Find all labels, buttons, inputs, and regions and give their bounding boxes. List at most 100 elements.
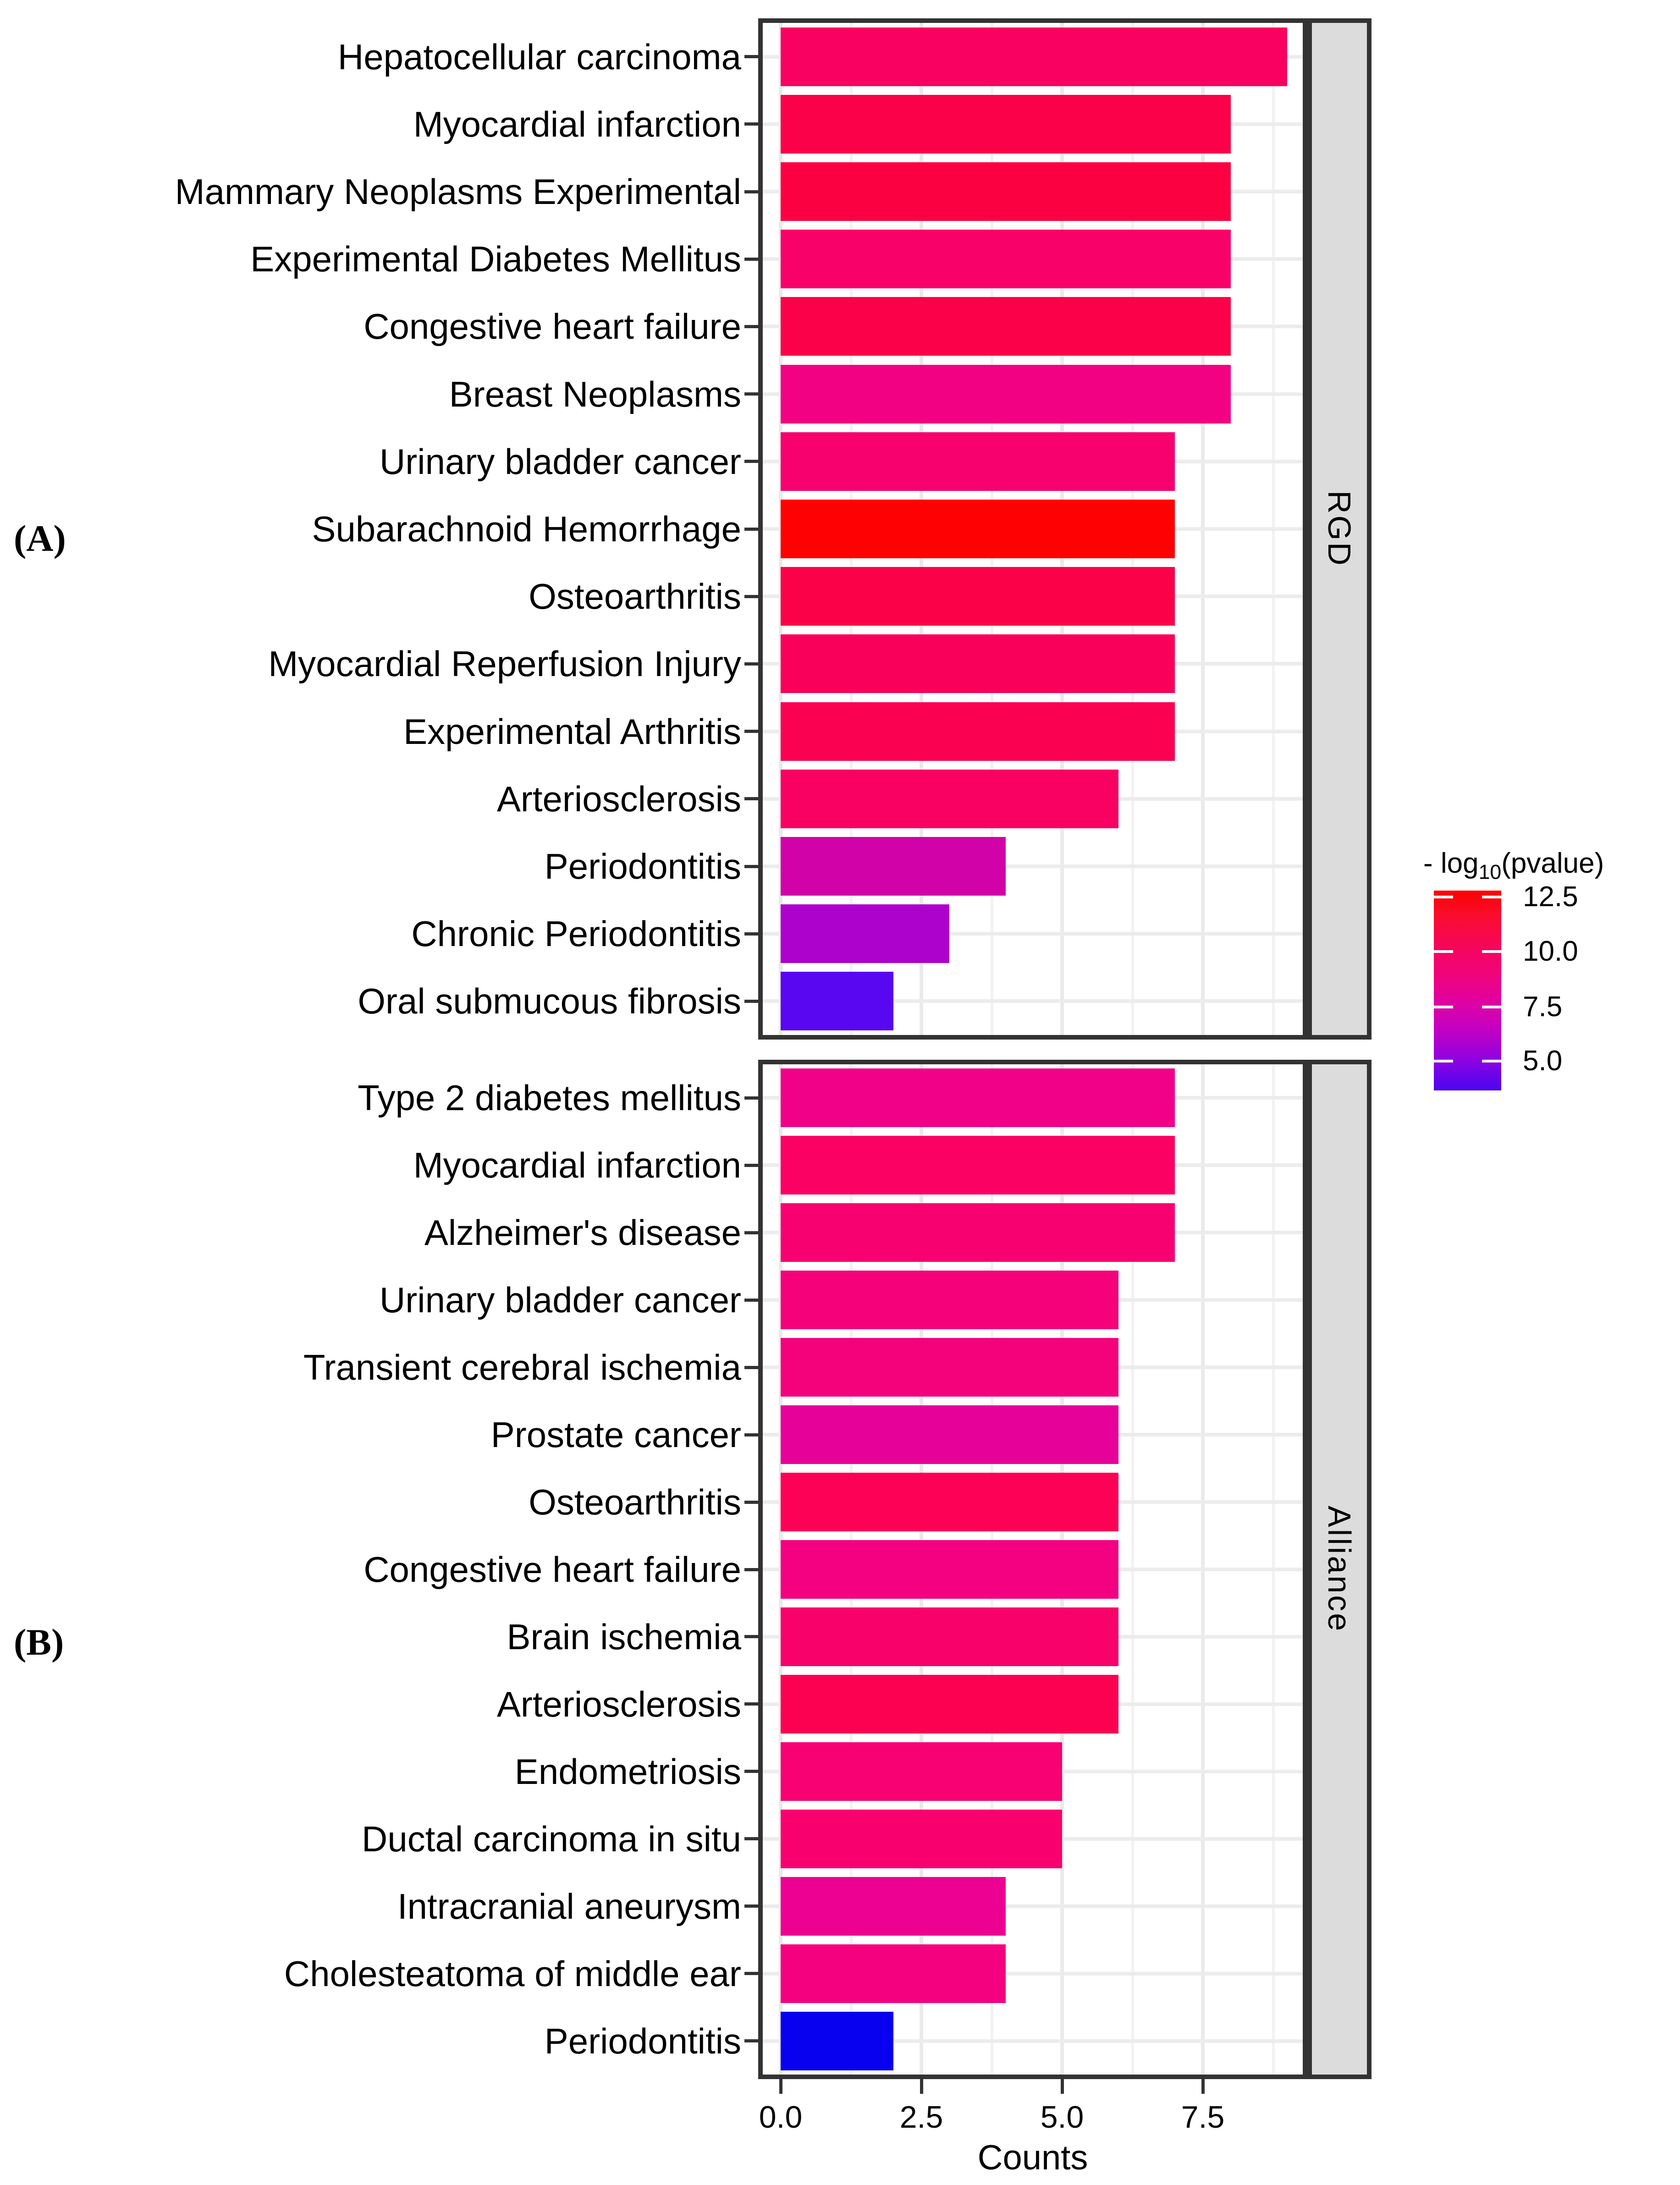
y-axis-tick <box>744 1972 758 1976</box>
panel-a-tag: (A) <box>14 517 66 559</box>
legend-tick-label: 7.5 <box>1523 991 1563 1023</box>
x-axis-tick-label: 0.0 <box>759 2100 803 2135</box>
legend-tick-right <box>1482 1059 1501 1062</box>
bar <box>781 972 893 1031</box>
y-axis-label: Cholesteatoma of middle ear <box>284 1953 741 1994</box>
y-axis-label: Experimental Arthritis <box>403 711 741 752</box>
row-gridline <box>763 2039 1303 2043</box>
legend-colorbar <box>1434 891 1501 1090</box>
y-axis-tick <box>744 1635 758 1639</box>
y-axis-label: Myocardial infarction <box>413 1145 741 1186</box>
y-axis-label: Congestive heart failure <box>364 1549 741 1590</box>
y-axis-label: Periodontitis <box>544 846 741 886</box>
y-axis-label: Prostate cancer <box>490 1414 741 1455</box>
y-axis-tick <box>744 999 758 1003</box>
y-axis-tick <box>744 1837 758 1841</box>
y-axis-tick <box>744 527 758 531</box>
y-axis-label: Chronic Periodontitis <box>411 914 741 954</box>
y-axis-label: Congestive heart failure <box>364 306 741 347</box>
legend-title-prefix: - log <box>1423 848 1479 879</box>
y-axis-tick <box>744 460 758 463</box>
y-axis-tick <box>744 1096 758 1100</box>
bar <box>781 904 950 963</box>
bar <box>781 500 1175 558</box>
bar <box>781 1405 1118 1464</box>
bar <box>781 1809 1062 1868</box>
x-axis-title: Counts <box>977 2138 1088 2177</box>
bar <box>781 1338 1118 1397</box>
y-axis-tick <box>744 2039 758 2043</box>
y-axis-label: Osteoarthritis <box>529 1482 741 1523</box>
y-axis-label: Subarachnoid Hemorrhage <box>312 509 741 549</box>
legend-title: - log10(pvalue) <box>1423 847 1680 884</box>
x-axis-tick <box>920 2079 923 2094</box>
row-gridline <box>763 864 1303 868</box>
bar <box>781 1540 1118 1599</box>
bar <box>781 702 1175 761</box>
y-axis-label: Periodontitis <box>544 2020 741 2061</box>
y-axis-tick <box>744 122 758 126</box>
legend-tick-label: 5.0 <box>1523 1045 1563 1077</box>
bar <box>781 162 1231 221</box>
y-axis-label: Arteriosclerosis <box>496 778 741 819</box>
x-axis-tick <box>779 2079 782 2094</box>
bar <box>781 1203 1175 1262</box>
x-axis-tick <box>1201 2079 1205 2094</box>
bar <box>781 769 1118 828</box>
row-gridline <box>763 999 1303 1003</box>
row-gridline <box>763 932 1303 936</box>
bar <box>781 567 1175 626</box>
legend-tick-left <box>1434 1006 1453 1009</box>
y-axis-label: Myocardial infarction <box>413 104 741 144</box>
row-gridline <box>763 1904 1303 1908</box>
y-axis-tick <box>744 932 758 936</box>
bar <box>781 94 1231 154</box>
y-axis-label: Hepatocellular carcinoma <box>337 36 741 77</box>
y-axis-label: Oral submucous fibrosis <box>358 981 741 1022</box>
x-axis-tick-label: 5.0 <box>1040 2100 1084 2135</box>
panel-b-plot-area <box>758 1060 1307 2079</box>
bar <box>781 837 1006 896</box>
y-axis-label: Brain ischemia <box>507 1616 741 1657</box>
y-axis-tick <box>744 1770 758 1773</box>
bar <box>781 1944 1006 2003</box>
y-axis-label: Osteoarthritis <box>529 576 741 617</box>
y-axis-tick <box>744 1702 758 1706</box>
x-axis-tick <box>1061 2079 1064 2094</box>
legend-tick-left <box>1434 950 1453 953</box>
panel-a-strip: RGD <box>1307 18 1372 1040</box>
bar <box>781 1607 1118 1666</box>
panel-a-strip-label: RGD <box>1322 490 1357 567</box>
y-axis-label: Intracranial aneurysm <box>397 1886 741 1926</box>
y-axis-label: Ductal carcinoma in situ <box>362 1818 741 1859</box>
y-axis-tick <box>744 1365 758 1369</box>
panel-b-tag: (B) <box>14 1621 64 1663</box>
y-axis-label: Myocardial Reperfusion Injury <box>268 644 741 684</box>
bar <box>781 1068 1175 1128</box>
legend-tick-label: 10.0 <box>1523 935 1578 967</box>
legend-tick-right <box>1482 1006 1501 1009</box>
bar <box>781 432 1175 491</box>
y-axis-tick <box>744 1433 758 1436</box>
legend-title-subscript: 10 <box>1478 861 1502 884</box>
y-axis-tick <box>744 1500 758 1504</box>
y-axis-label: Urinary bladder cancer <box>379 441 741 482</box>
y-axis-tick <box>744 1904 758 1908</box>
legend-tick-label: 12.5 <box>1523 881 1578 913</box>
row-gridline <box>763 1971 1303 1976</box>
legend-title-suffix: (pvalue) <box>1501 848 1604 879</box>
y-axis-tick <box>744 864 758 868</box>
bar <box>781 1271 1118 1330</box>
legend-tick-right <box>1482 895 1501 898</box>
bar <box>781 1742 1062 1801</box>
y-axis-tick <box>744 797 758 801</box>
y-axis-tick <box>744 190 758 193</box>
y-axis-tick <box>744 594 758 598</box>
panel-a-plot-area <box>758 18 1307 1040</box>
bar <box>781 634 1175 693</box>
bar <box>781 1674 1118 1734</box>
y-axis-label: Endometriosis <box>514 1751 741 1792</box>
bar <box>781 1136 1175 1195</box>
legend-tick-left <box>1434 895 1453 898</box>
